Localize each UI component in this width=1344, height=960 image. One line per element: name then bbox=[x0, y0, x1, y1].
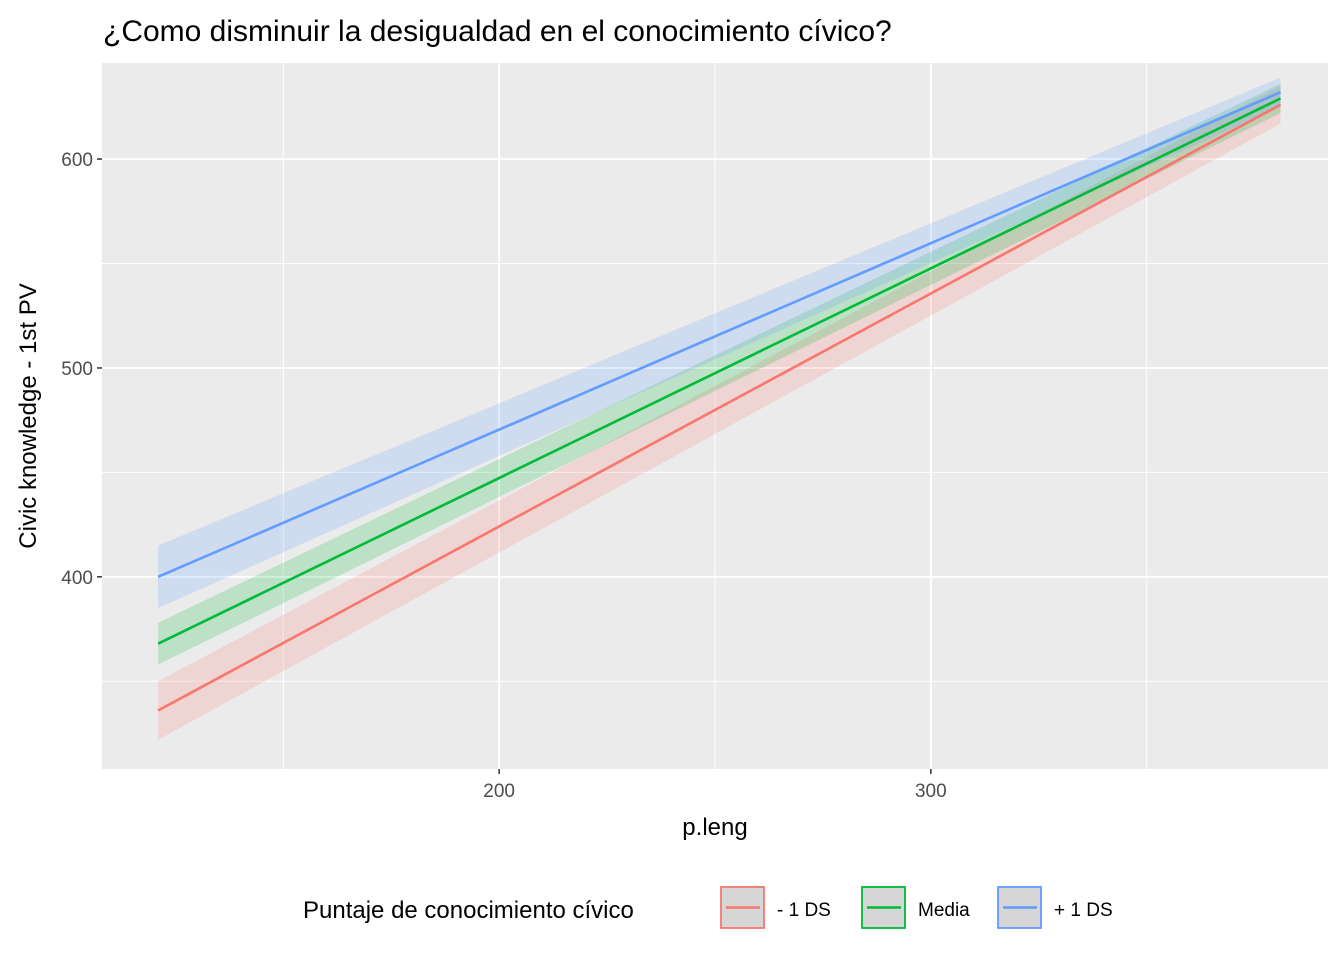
legend-label-1: Media bbox=[918, 900, 970, 921]
series-line-0 bbox=[157, 103, 1282, 712]
y-tick-label: 400 bbox=[61, 568, 93, 589]
y-tick-label: 500 bbox=[61, 359, 93, 380]
x-tick-label: 200 bbox=[483, 781, 515, 802]
legend-item-1: Media bbox=[861, 886, 970, 929]
series-line-1 bbox=[157, 97, 1282, 645]
confidence-band-0 bbox=[158, 85, 1281, 740]
legend: Puntaje de conocimiento cívico - 1 DS Med… bbox=[303, 886, 1113, 929]
legend-title: Puntaje de conocimiento cívico bbox=[303, 897, 634, 924]
legend-item-2: + 1 DS bbox=[997, 886, 1113, 929]
chart-title: ¿Como disminuir la desigualdad en el con… bbox=[103, 15, 892, 48]
series-line-2 bbox=[157, 91, 1282, 579]
legend-item-0: - 1 DS bbox=[720, 886, 831, 929]
legend-label-0: - 1 DS bbox=[777, 900, 831, 921]
confidence-bands bbox=[158, 77, 1281, 740]
x-axis: 200 300 bbox=[483, 769, 947, 802]
y-tick-label: 600 bbox=[61, 150, 93, 171]
legend-label-2: + 1 DS bbox=[1054, 900, 1113, 921]
legend-items: - 1 DS Media + 1 DS bbox=[720, 886, 1113, 929]
grid-lines bbox=[102, 63, 1328, 769]
confidence-band-2 bbox=[158, 77, 1281, 609]
y-axis: 400 500 600 bbox=[61, 150, 102, 589]
x-axis-title: p.leng bbox=[682, 814, 747, 841]
y-axis-title: Civic knowledge - 1st PV bbox=[15, 283, 42, 548]
series-lines bbox=[157, 91, 1282, 712]
x-tick-label: 300 bbox=[915, 781, 947, 802]
confidence-band-1 bbox=[158, 83, 1281, 665]
